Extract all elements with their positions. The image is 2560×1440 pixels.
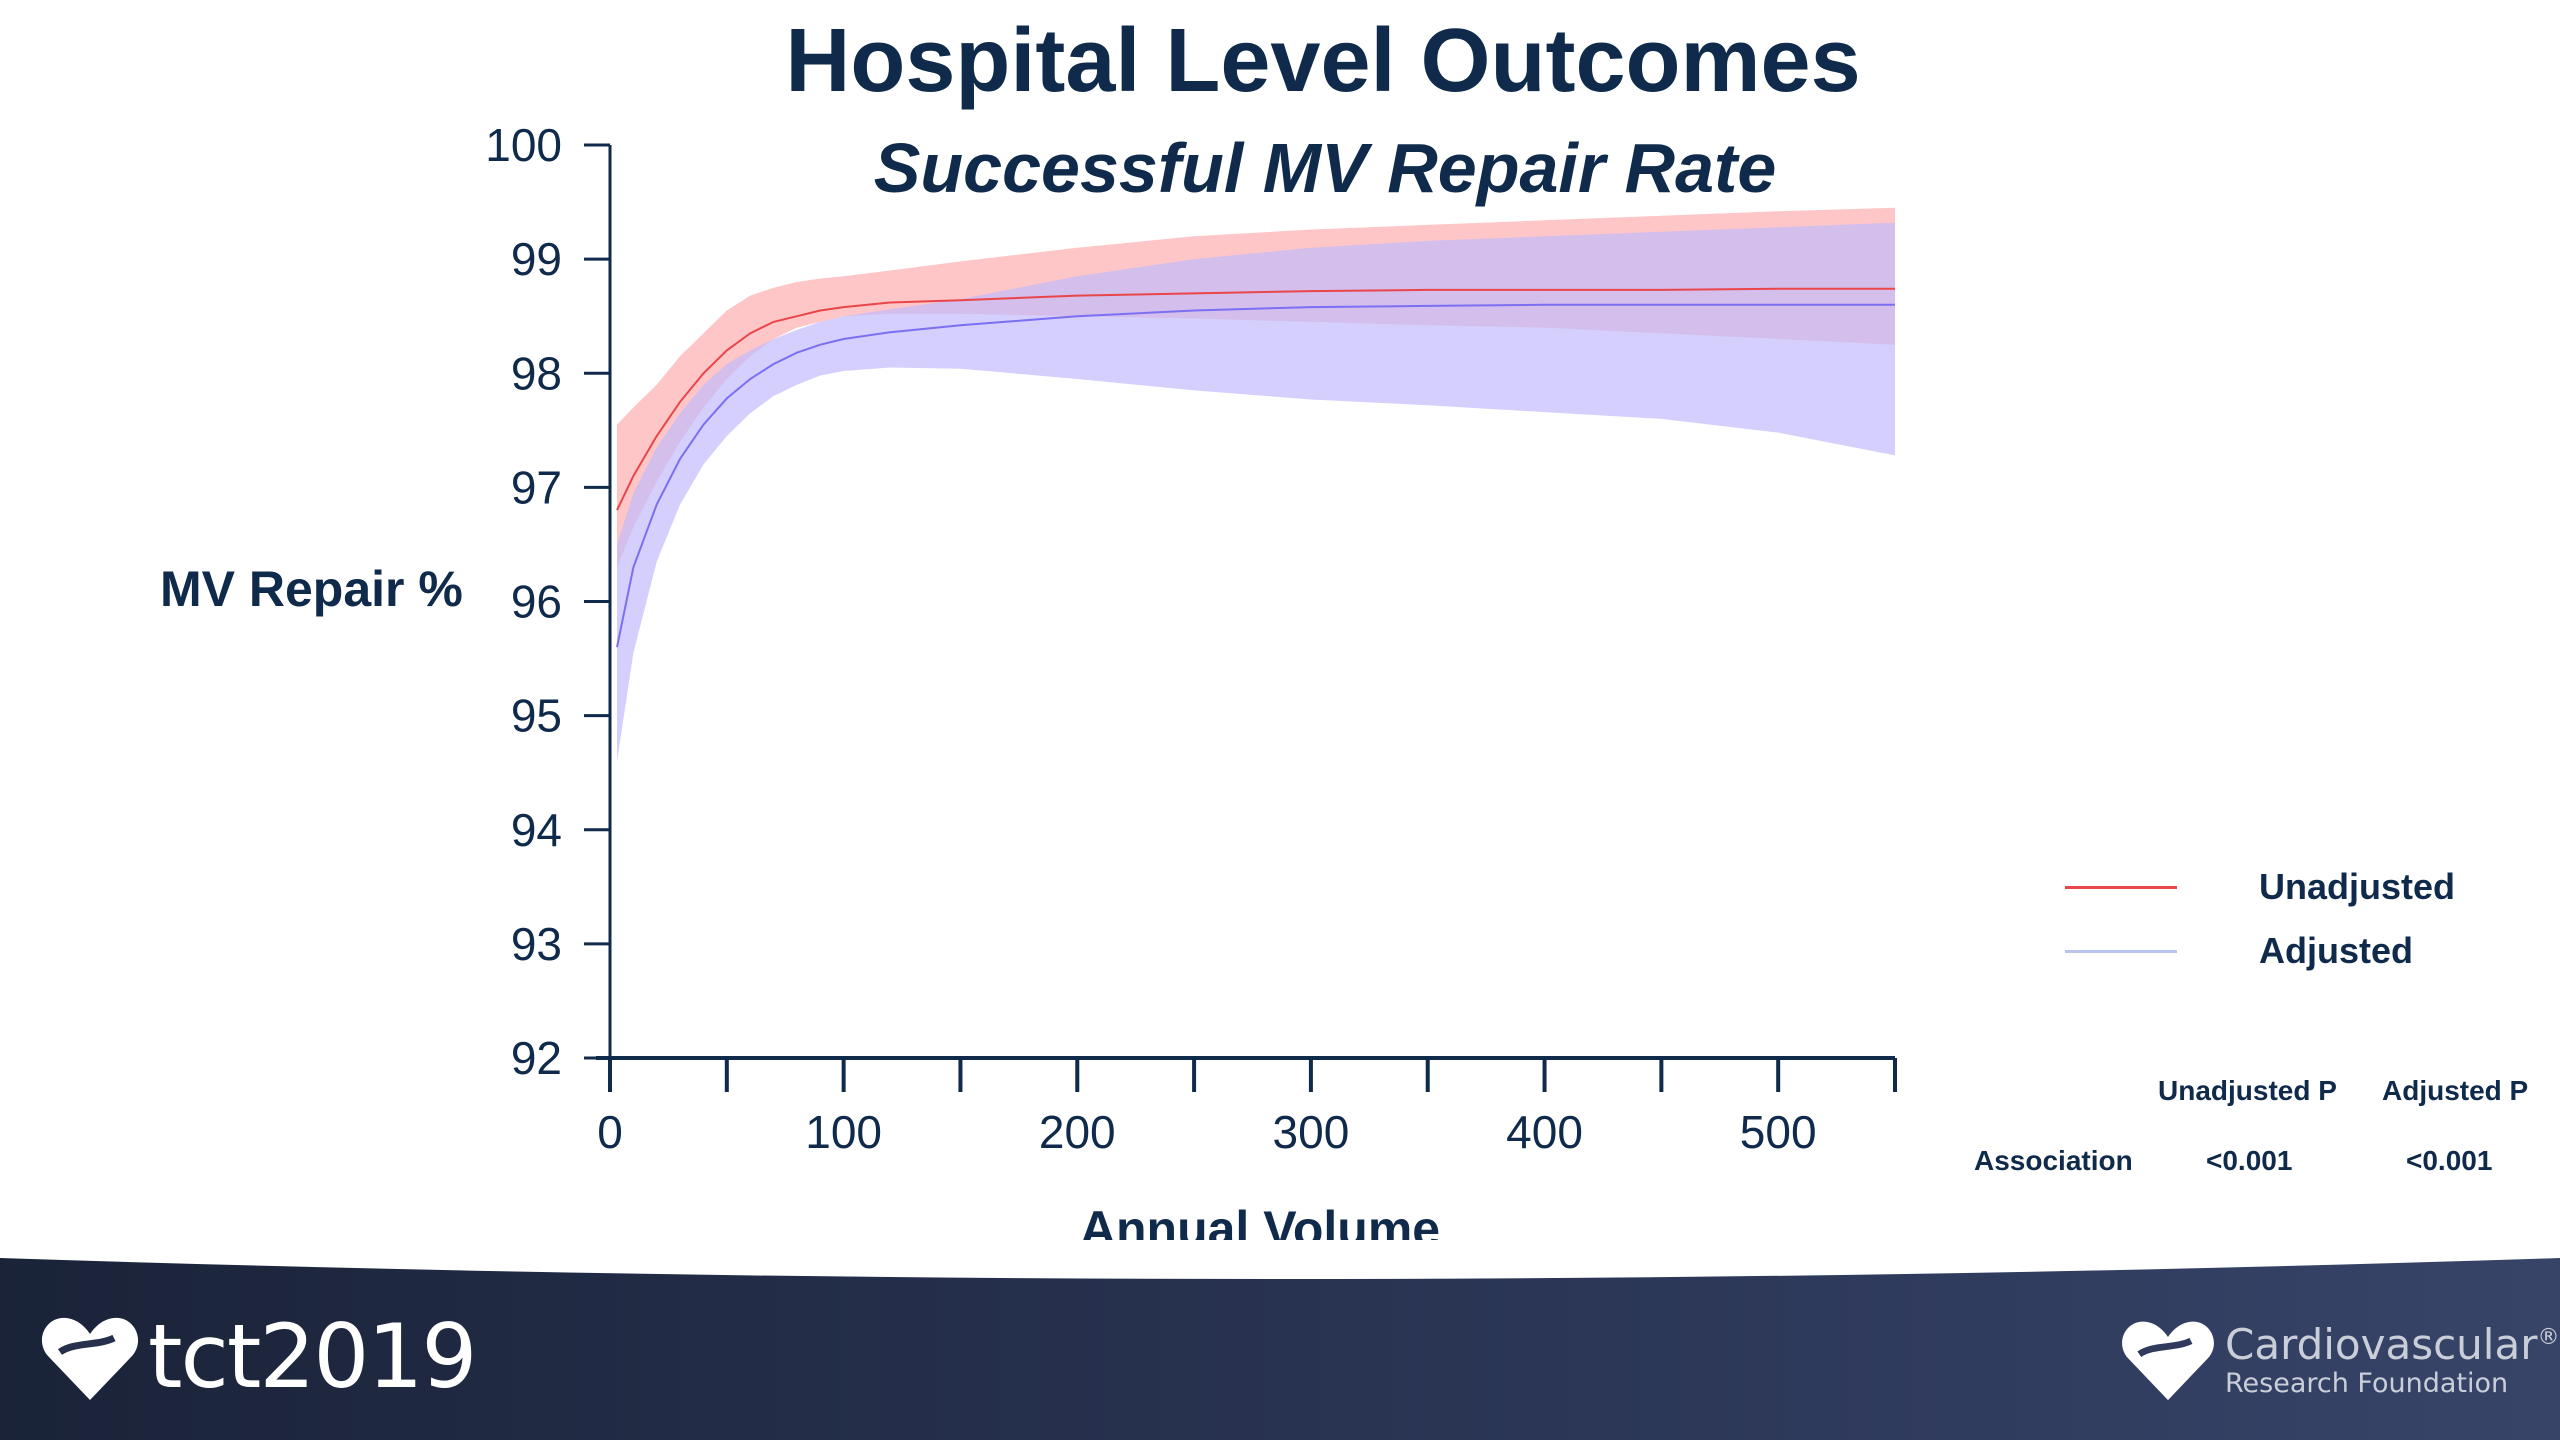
p-table-header-unadjusted: Unadjusted P: [2158, 1075, 2337, 1106]
series-line-unadjusted: [616, 287, 1895, 511]
legend-swatch-unadjusted: [2065, 885, 2177, 889]
crf-heart-logo-icon: [2122, 1321, 2214, 1401]
p-table-row-label: Association: [1974, 1145, 2133, 1176]
legend-item-unadjusted: Unadjusted: [2065, 866, 2455, 908]
crf-registered-mark: ®: [2537, 1325, 2560, 1350]
crf-logo-subtitle: Research Foundation: [2225, 1368, 2509, 1399]
y-tick-label: 97: [511, 461, 562, 513]
p-table-adjusted-value: <0.001: [2406, 1145, 2493, 1176]
x-tick-label: 400: [1506, 1106, 1583, 1158]
y-tick-label: 96: [511, 576, 562, 628]
slide-title: Hospital Level Outcomes: [785, 11, 1861, 111]
y-axis-label: MV Repair %: [160, 561, 463, 617]
y-tick-label: 100: [485, 119, 562, 171]
legend-label-adjusted: Adjusted: [2259, 930, 2414, 971]
x-tick-label: 0: [597, 1106, 623, 1158]
x-tick-label: 100: [805, 1106, 882, 1158]
tct-logo-text: tct2019: [148, 1305, 477, 1408]
y-tick-label: 99: [511, 233, 562, 285]
p-table-unadjusted-value: <0.001: [2206, 1145, 2293, 1176]
y-tick-label: 95: [511, 690, 562, 742]
x-tick-label: 500: [1740, 1106, 1817, 1158]
legend-label-unadjusted: Unadjusted: [2259, 866, 2456, 907]
x-tick-label: 300: [1273, 1106, 1350, 1158]
p-table-header-adjusted: Adjusted P: [2382, 1075, 2529, 1106]
y-tick-label: 94: [511, 804, 562, 856]
footer-curve: [0, 1240, 2560, 1279]
y-tick-label: 92: [511, 1032, 562, 1084]
x-tick-label: 200: [1039, 1106, 1116, 1158]
crf-logo-title: Cardiovascular®: [2225, 1320, 2559, 1369]
y-tick-label: 93: [511, 918, 562, 970]
y-tick-label: 98: [511, 347, 562, 399]
legend-item-adjusted: Adjusted: [2065, 930, 2413, 972]
legend-swatch-adjusted: [2065, 949, 2177, 953]
confidence-band-adjusted: [617, 222, 1895, 762]
chart-subtitle: Successful MV Repair Rate: [873, 129, 1777, 207]
tct-heart-logo-icon: [41, 1317, 139, 1400]
series-line-adjusted: [616, 303, 1895, 648]
crf-logo-title-text: Cardiovascular: [2225, 1320, 2538, 1369]
